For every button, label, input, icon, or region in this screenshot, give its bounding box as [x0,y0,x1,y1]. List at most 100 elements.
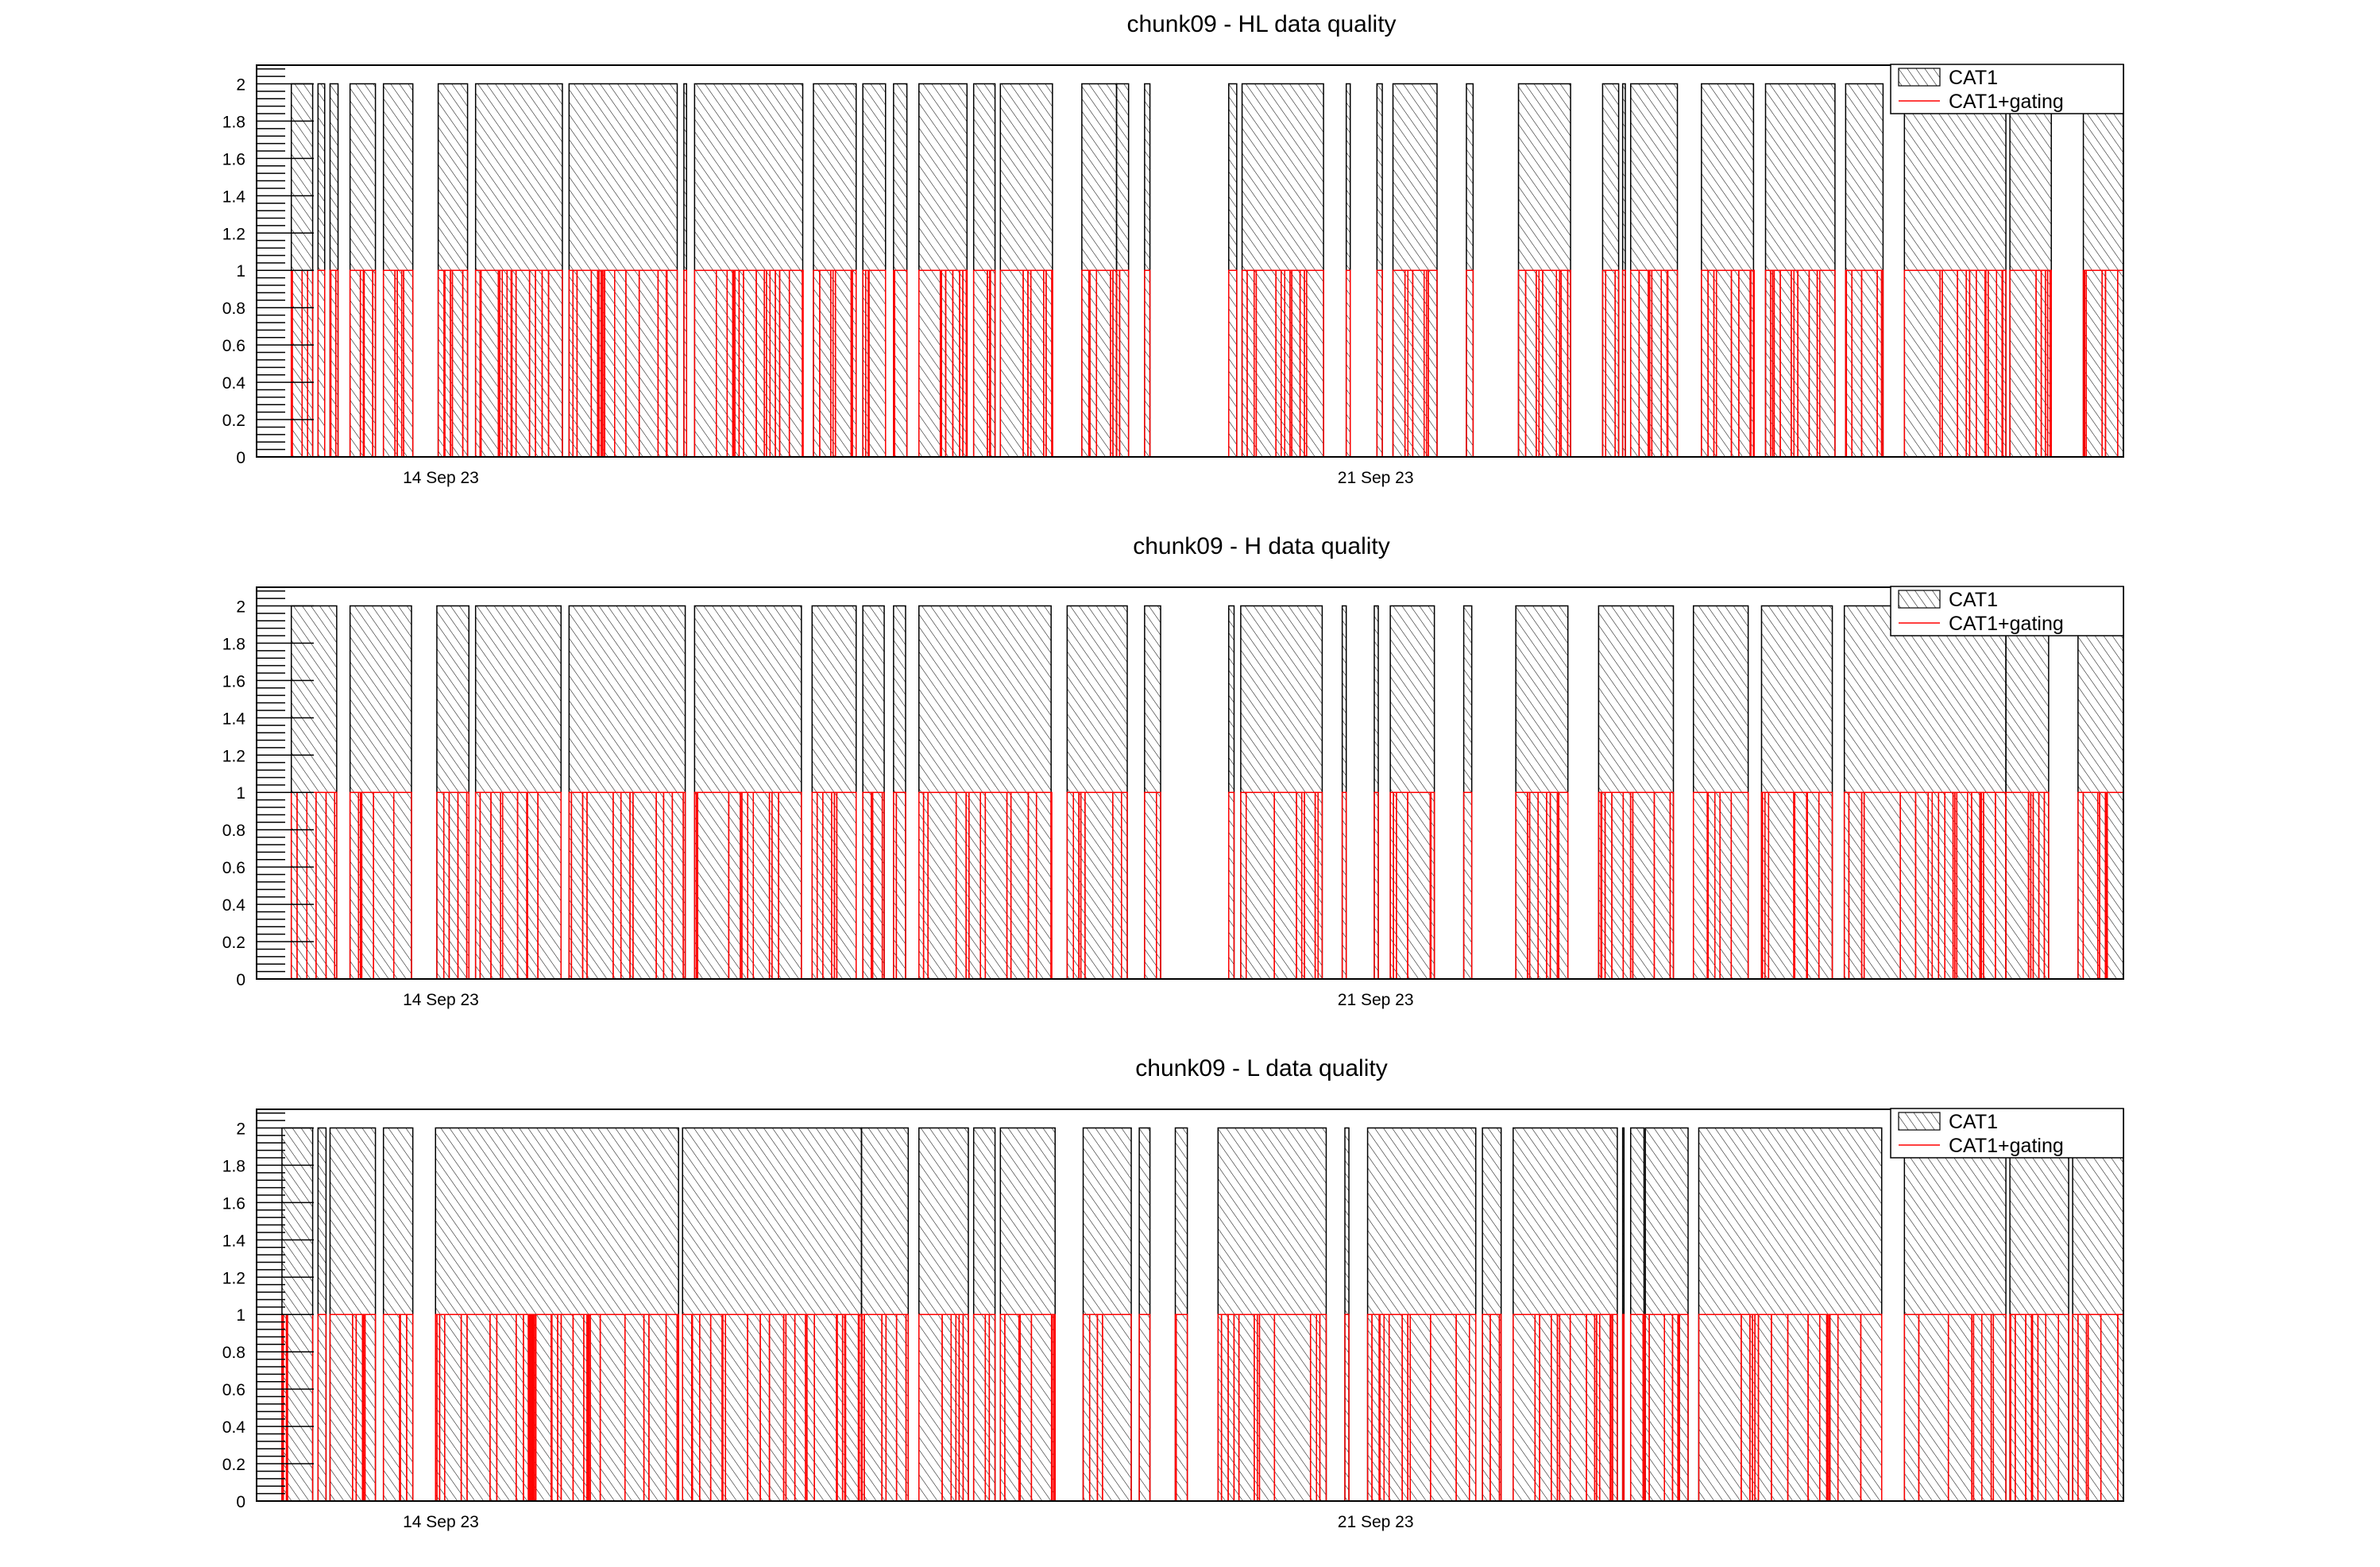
gating-bar [697,791,730,980]
gating-bar [292,269,303,458]
chart-panel-1: chunk09 - H data quality 0 0.2 0.4 0.6 0.8 1 1.… [222,533,2124,1009]
gating-bar [1648,1314,1665,1502]
gating-bar [363,269,373,458]
gating-bar [813,269,821,458]
gating-bar [1629,269,1640,458]
gating-bar [683,269,688,458]
y-tick-label: 1.2 [222,747,245,765]
gating-bar [1010,791,1030,980]
y-tick-label: 1 [236,262,245,281]
gating-bar [1455,1314,1470,1502]
gating-bar [1081,269,1090,458]
gating-bar [301,269,308,458]
gating-bar [779,269,790,458]
gating-bar [1317,791,1323,980]
gating-bar [1621,269,1626,458]
gating-bar [1944,791,1954,980]
gating-bar [1528,791,1539,980]
gating-bar [950,1314,957,1502]
x-tick-label: 21 Sep 23 [1338,1513,1414,1531]
gating-bar [1341,791,1347,980]
gating-bar [1371,1314,1380,1502]
gating-bar [2087,1314,2102,1502]
gating-bar [2117,1314,2124,1502]
gating-bar [643,1314,650,1502]
gating-bar [1053,1314,1056,1502]
gating-bar [296,791,308,980]
gating-bar [306,791,317,980]
gating-bar [785,1314,796,1502]
gating-bar [1080,791,1086,980]
gating-bar [612,791,622,980]
gating-bar [968,791,981,980]
gating-bar [2043,791,2050,980]
gating-bar [1084,791,1114,980]
gating-bar [755,269,765,458]
legend-gating-label: CAT1+gating [1949,91,2064,113]
gating-bar [551,1314,558,1502]
gating-bar [1956,791,1969,980]
gating-bar [474,791,481,980]
gating-bar [1988,269,1998,458]
gating-bar [1730,269,1740,458]
gating-bar [726,269,734,458]
y-tick-label: 0 [236,449,245,467]
gating-bar [2104,269,2119,458]
gating-bar [813,1314,837,1502]
gating-bar [373,791,395,980]
gating-bar [922,791,929,980]
gating-bar [444,269,451,458]
gating-bar [560,1314,574,1502]
gating-bar [2009,269,2037,458]
gating-bar [1927,791,1934,980]
gating-bar [480,269,500,458]
gating-bar [315,791,327,980]
plot-frame [256,1109,2124,1502]
gating-bar [1030,269,1045,458]
gating-bar [788,269,803,458]
gating-bar [1537,791,1547,980]
gating-bar [392,791,412,980]
gating-bar [2009,1314,2016,1502]
legend-cat1-swatch [1898,1112,1941,1131]
gating-bar [862,791,872,980]
y-tick-label: 0.4 [222,374,246,393]
y-tick-label: 0.4 [222,1418,246,1437]
gating-bar [834,269,852,458]
gating-bar [1498,1314,1502,1502]
gating-bar [396,269,403,458]
gating-bar [1401,1314,1408,1502]
chart-title: chunk09 - HL data quality [1126,11,1396,37]
gating-bar [1089,269,1098,458]
gating-bar [364,1314,377,1502]
gating-bar [570,791,584,980]
gating-bar [1880,269,1884,458]
gating-bar [1876,269,1883,458]
gating-bar [1829,1314,1839,1502]
gating-bar [451,269,464,458]
gating-bar [506,269,512,458]
gating-bar [871,791,883,980]
gating-bar [1227,1314,1235,1502]
y-tick-label: 1.6 [222,1194,245,1213]
gating-bar [489,1314,498,1502]
legend-cat1-label: CAT1 [1949,67,1998,89]
gating-bar [1972,1314,1983,1502]
y-tick-label: 1.2 [222,225,245,243]
x-tick-label: 14 Sep 23 [403,469,479,487]
legend-gating-label: CAT1+gating [1949,1135,2064,1157]
gating-bar [439,1314,446,1502]
legend-cat1-label: CAT1 [1949,1111,1998,1133]
y-tick-label: 1.6 [222,150,245,168]
gating-bar [614,269,627,458]
gating-bar [349,269,361,458]
gating-bar [457,791,468,980]
gating-bar [1899,791,1917,980]
gating-bar [867,269,887,458]
gating-bar [768,1314,785,1502]
gating-bar [1667,269,1679,458]
gating-bar [941,269,947,458]
gating-bar [1996,269,2003,458]
gating-bar [1233,1314,1240,1502]
